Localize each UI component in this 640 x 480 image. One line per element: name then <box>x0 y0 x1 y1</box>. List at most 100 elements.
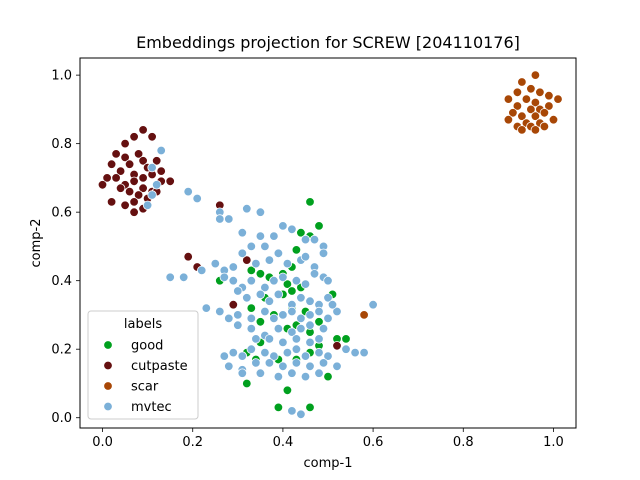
point-mvtec <box>260 241 270 252</box>
point-mvtec <box>323 293 333 303</box>
legend-marker <box>103 340 113 350</box>
point-mvtec <box>255 207 266 217</box>
point-mvtec <box>332 361 342 372</box>
point-mvtec <box>350 347 360 358</box>
point-cutpaste <box>97 180 108 190</box>
point-scar <box>503 114 514 125</box>
point-mvtec <box>147 190 157 200</box>
x-tick-label: 1.0 <box>543 435 564 450</box>
point-good <box>305 197 315 207</box>
point-mvtec <box>287 306 297 317</box>
point-mvtec <box>215 214 225 224</box>
point-mvtec <box>318 248 329 259</box>
point-mvtec <box>219 272 230 283</box>
point-cutpaste <box>156 166 166 176</box>
point-mvtec <box>287 406 297 416</box>
point-mvtec <box>242 293 252 303</box>
legend-title: labels <box>124 317 162 332</box>
point-mvtec <box>278 272 288 283</box>
point-mvtec <box>210 258 221 269</box>
legend: labels good cutpaste scar mvtec <box>87 310 199 420</box>
point-scar <box>517 111 527 121</box>
point-mvtec <box>246 313 257 324</box>
point-mvtec <box>264 334 275 344</box>
point-mvtec <box>237 248 248 259</box>
legend-marker <box>103 401 113 412</box>
point-good <box>242 378 252 389</box>
point-mvtec <box>323 276 333 286</box>
y-tick-label: 0.0 <box>51 411 72 426</box>
point-mvtec <box>224 214 234 224</box>
point-scar <box>535 87 545 98</box>
point-mvtec <box>264 255 275 265</box>
point-mvtec <box>246 344 257 354</box>
point-good <box>255 269 266 279</box>
point-mvtec <box>296 323 306 334</box>
point-mvtec <box>237 227 248 238</box>
point-mvtec <box>278 361 288 372</box>
point-scar <box>544 90 554 101</box>
point-cutpaste <box>129 176 139 187</box>
point-mvtec <box>327 300 338 310</box>
point-mvtec <box>305 310 315 320</box>
point-good <box>341 334 351 344</box>
point-good <box>273 402 284 413</box>
point-mvtec <box>201 303 212 313</box>
plot-frame <box>79 57 577 429</box>
point-mvtec <box>192 193 202 204</box>
point-mvtec <box>296 293 306 303</box>
point-cutpaste <box>133 149 144 159</box>
point-mvtec <box>269 351 279 361</box>
point-good <box>314 221 324 231</box>
point-mvtec <box>228 262 239 272</box>
x-tick-label: 0.6 <box>363 435 384 450</box>
point-mvtec <box>147 162 157 173</box>
point-good <box>246 265 257 276</box>
y-tick-label: 0.6 <box>51 206 72 221</box>
point-mvtec <box>318 323 329 334</box>
point-mvtec <box>291 344 302 354</box>
point-scar <box>553 94 563 104</box>
point-mvtec <box>314 347 324 358</box>
point-mvtec <box>278 221 288 231</box>
point-mvtec <box>291 358 302 368</box>
point-mvtec <box>300 234 311 245</box>
y-tick-label: 0.4 <box>51 274 72 289</box>
point-mvtec <box>228 347 239 358</box>
point-mvtec <box>233 310 243 320</box>
point-mvtec <box>269 313 279 324</box>
point-mvtec <box>300 279 311 289</box>
point-good <box>291 245 302 255</box>
legend-box <box>87 310 199 420</box>
point-scar <box>521 94 532 104</box>
y-tick-label: 1.0 <box>51 69 72 84</box>
point-cutpaste <box>129 197 139 207</box>
point-mvtec <box>305 320 315 330</box>
point-mvtec <box>332 306 342 317</box>
point-mvtec <box>260 282 270 293</box>
point-mvtec <box>269 231 279 241</box>
point-scar <box>517 125 527 135</box>
point-cutpaste <box>129 207 139 217</box>
point-good <box>305 402 315 413</box>
point-good <box>282 385 293 396</box>
point-mvtec <box>178 272 189 283</box>
point-scar <box>517 77 527 87</box>
x-tick-label: 0.4 <box>273 435 294 450</box>
points-layer <box>97 70 563 420</box>
point-scar <box>503 94 514 104</box>
point-cutpaste <box>165 176 175 187</box>
x-axis-label: comp-1 <box>304 456 353 471</box>
x-tick-label: 0.2 <box>182 435 203 450</box>
point-mvtec <box>314 306 324 317</box>
axes-layer: 0.0 0.2 0.4 0.6 0.8 1.0 0.0 0.2 0.4 0.6 0.8 1.0 <box>51 69 563 450</box>
point-mvtec <box>278 310 288 320</box>
legend-label: good <box>131 339 163 354</box>
point-cutpaste <box>124 159 135 169</box>
point-cutpaste <box>138 125 148 135</box>
point-scar <box>526 104 536 115</box>
point-mvtec <box>165 272 175 283</box>
point-mvtec <box>142 200 153 211</box>
point-mvtec <box>309 234 320 245</box>
point-mvtec <box>305 337 315 348</box>
